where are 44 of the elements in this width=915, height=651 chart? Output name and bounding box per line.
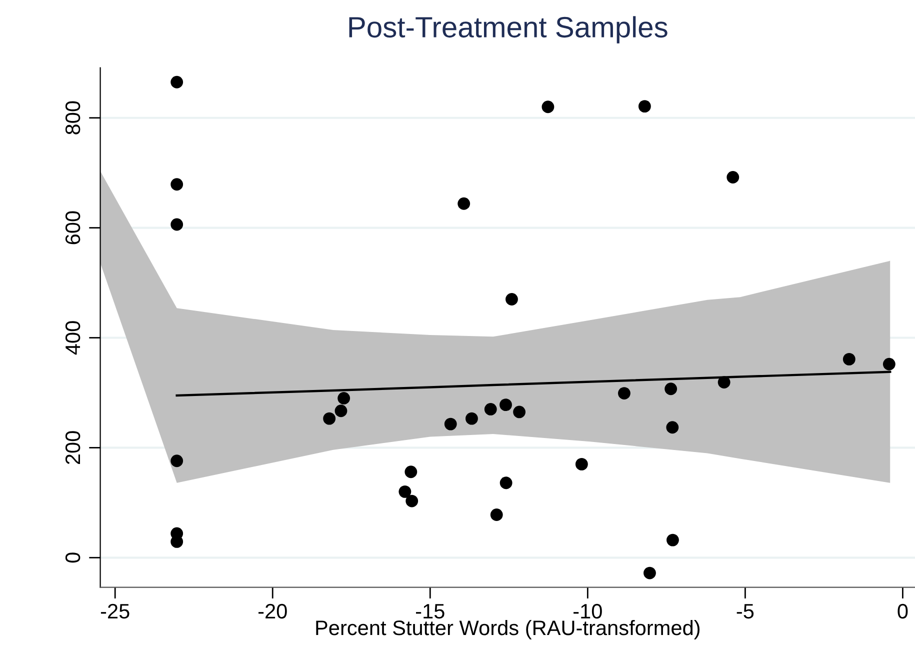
point	[458, 197, 470, 210]
x-tick-label: 0	[898, 604, 908, 619]
point	[406, 494, 418, 508]
point	[170, 454, 184, 468]
x-tick-label: -10	[574, 604, 602, 619]
y-tick-label: 0	[65, 552, 80, 563]
point	[513, 406, 526, 418]
chart-title: Post-Treatment Samples	[349, 16, 668, 44]
point	[170, 218, 184, 231]
x-tick-label: -20	[258, 604, 287, 619]
x-axis-title: Percent Stutter Words (RAU-transformed)	[316, 620, 700, 640]
point	[398, 485, 412, 498]
point	[842, 352, 856, 366]
point	[484, 403, 497, 416]
point	[882, 358, 896, 370]
point	[664, 382, 678, 396]
x-tick-label: -5	[736, 604, 754, 619]
point	[334, 404, 348, 418]
point	[338, 392, 350, 404]
x-tick-label: -25	[100, 604, 130, 619]
point	[466, 412, 478, 425]
point	[500, 398, 512, 412]
y-tick-label: 800	[65, 101, 80, 134]
x-tick-label: -15	[416, 604, 444, 619]
point	[618, 387, 630, 400]
point	[323, 412, 336, 425]
point	[170, 178, 184, 191]
point	[444, 418, 457, 430]
point	[542, 100, 554, 114]
point	[575, 458, 588, 470]
point	[718, 376, 730, 388]
point	[726, 171, 740, 184]
point	[506, 293, 518, 306]
point	[638, 100, 651, 113]
point	[500, 476, 512, 490]
point	[490, 508, 503, 521]
y-tick-label: 200	[65, 431, 80, 464]
point	[666, 421, 679, 434]
y-tick-label: 600	[65, 211, 80, 244]
point	[666, 534, 679, 546]
y-tick-label: 400	[65, 321, 80, 355]
point	[644, 566, 656, 580]
point	[170, 76, 184, 88]
point	[404, 466, 418, 478]
